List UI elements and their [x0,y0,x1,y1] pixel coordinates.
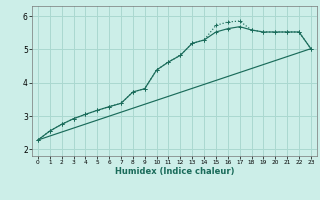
X-axis label: Humidex (Indice chaleur): Humidex (Indice chaleur) [115,167,234,176]
